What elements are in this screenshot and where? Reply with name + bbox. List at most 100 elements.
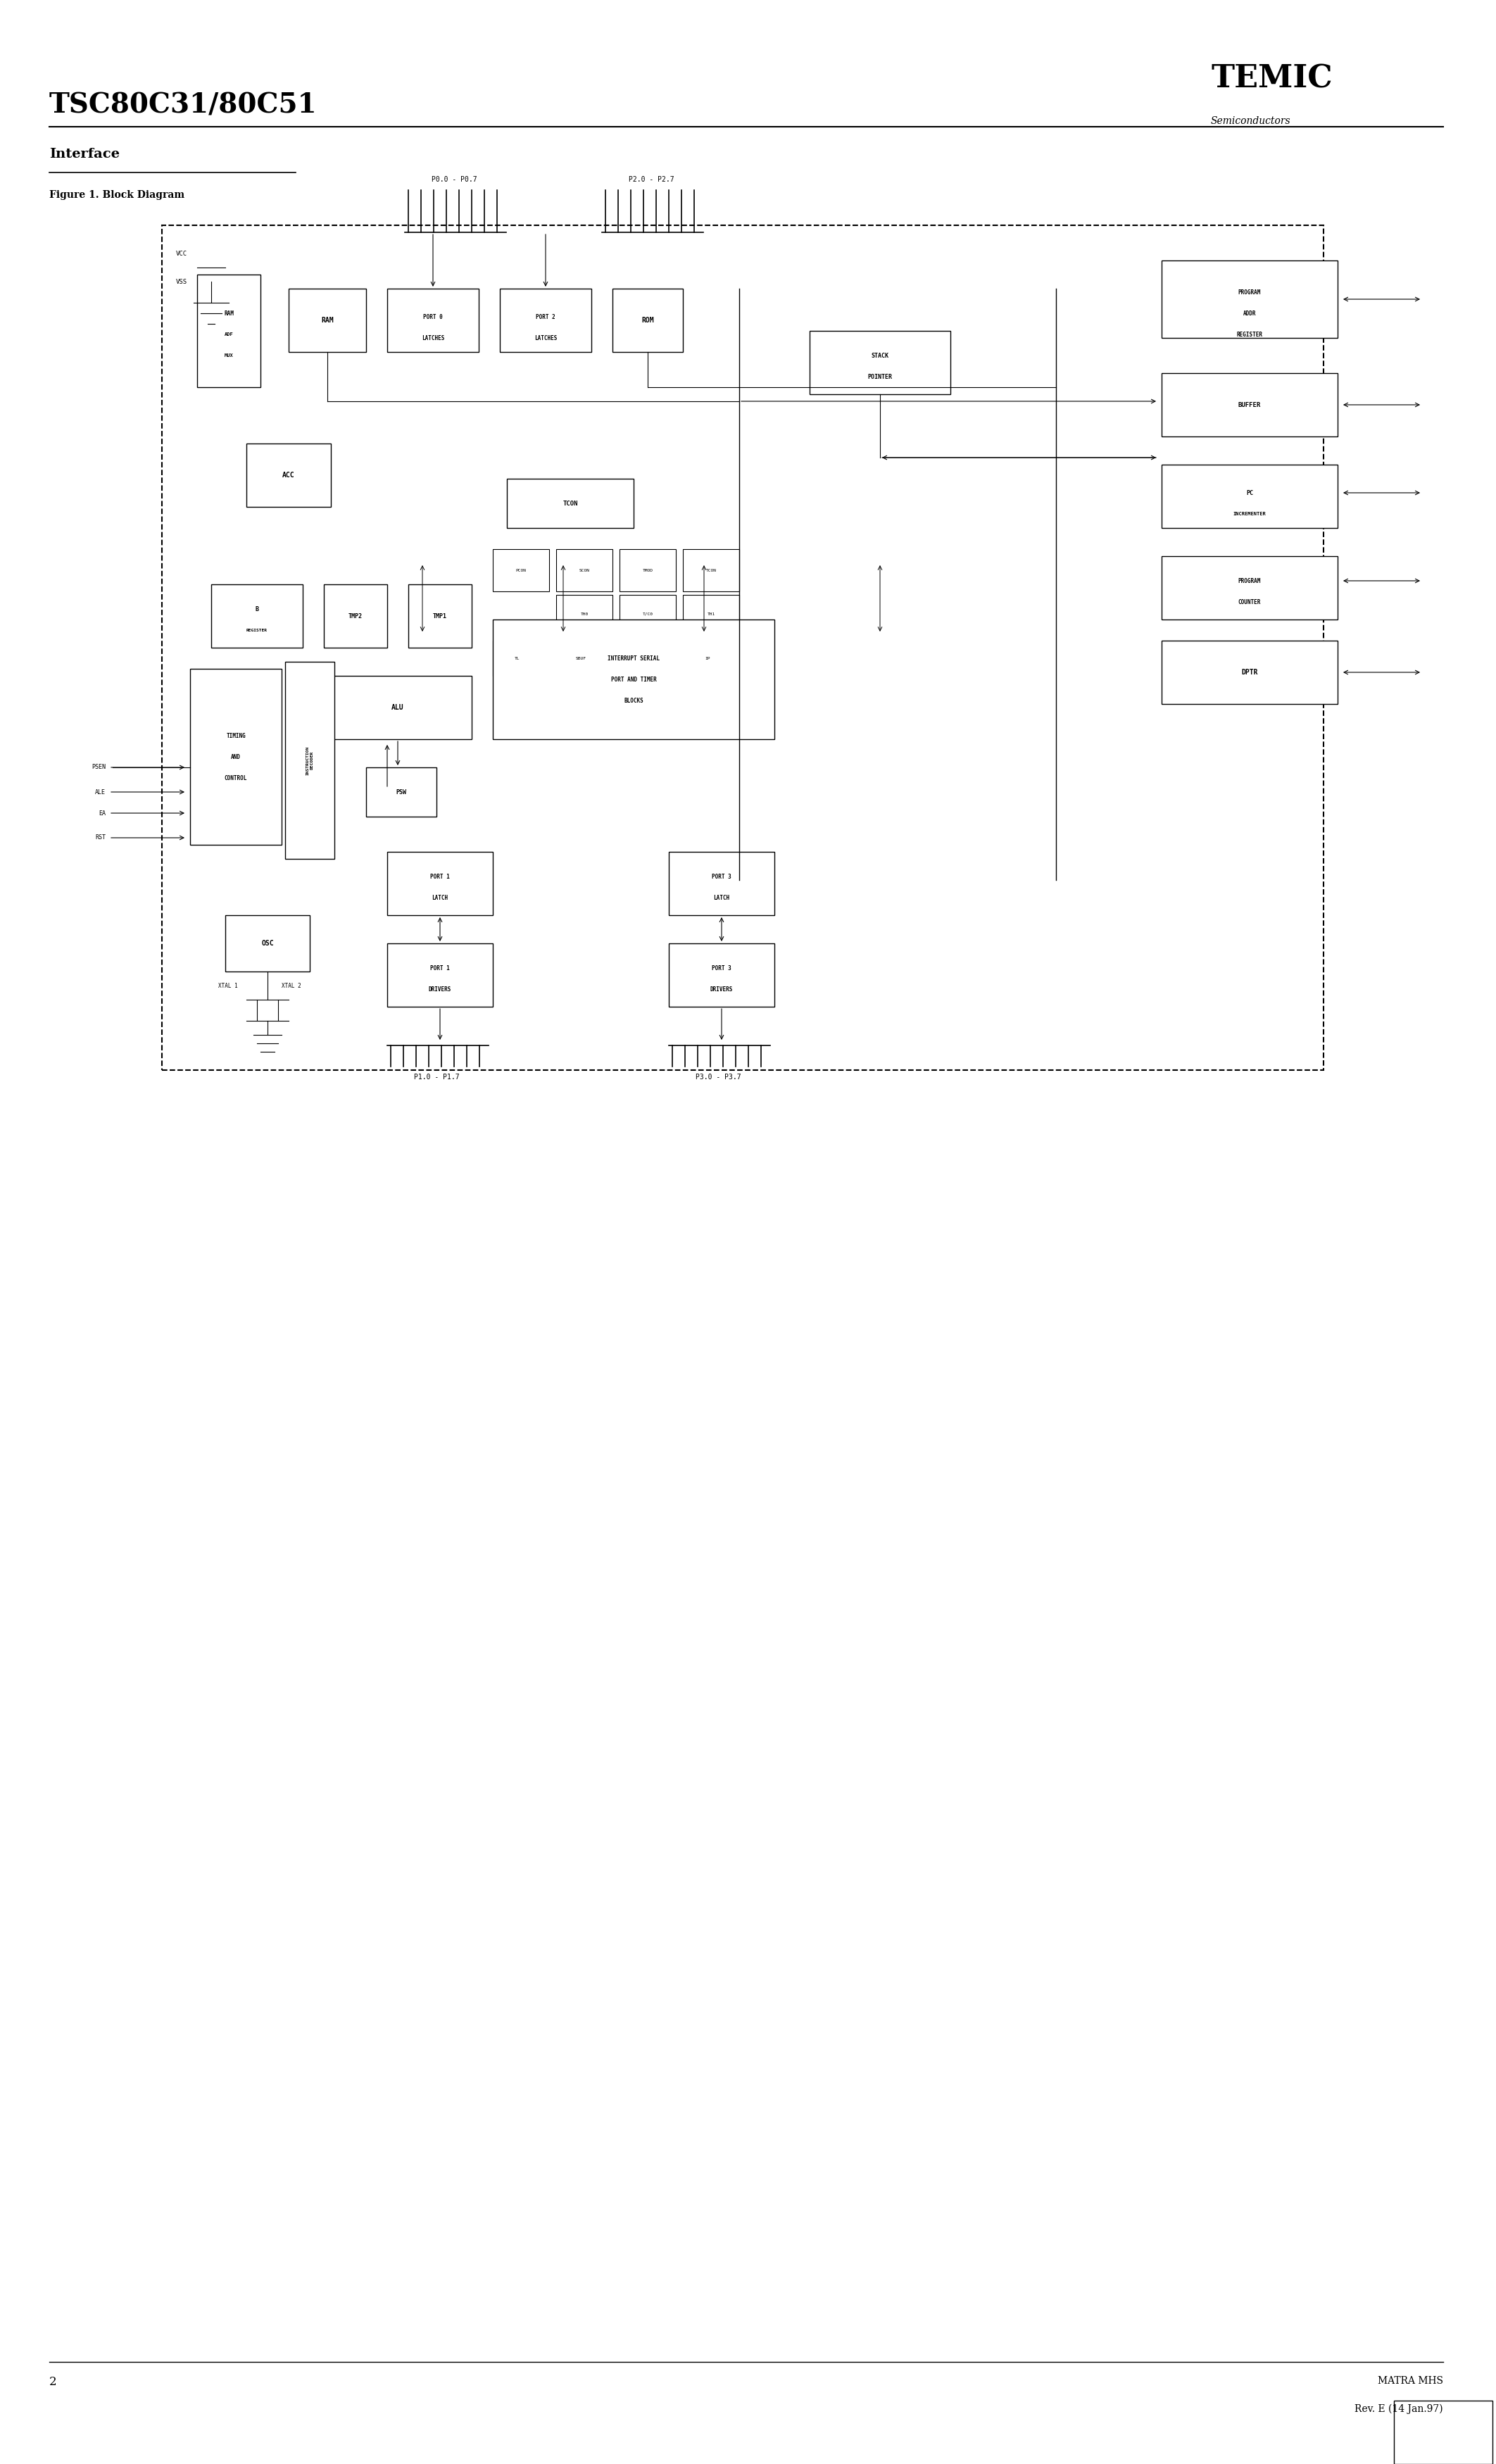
- Bar: [682, 594, 739, 633]
- Text: PROGRAM: PROGRAM: [1239, 577, 1261, 584]
- Text: LATCH: LATCH: [432, 894, 449, 902]
- Text: ALU: ALU: [392, 705, 404, 712]
- Text: SCON: SCON: [579, 569, 589, 572]
- Text: BUFFER: BUFFER: [1239, 402, 1261, 409]
- Text: Figure 1. Block Diagram: Figure 1. Block Diagram: [49, 190, 184, 200]
- Bar: [809, 330, 950, 394]
- Bar: [507, 478, 634, 527]
- Bar: [289, 288, 367, 352]
- Bar: [190, 668, 281, 845]
- Text: AND: AND: [230, 754, 241, 759]
- Text: TMP2: TMP2: [349, 614, 362, 618]
- Text: PORT 1: PORT 1: [431, 872, 450, 880]
- Bar: [323, 675, 471, 739]
- Text: XTAL 1: XTAL 1: [218, 983, 238, 988]
- Text: TEMIC: TEMIC: [1210, 64, 1333, 94]
- FancyBboxPatch shape: [162, 224, 1324, 1069]
- Text: PC: PC: [1246, 490, 1254, 495]
- Text: SBUF: SBUF: [576, 655, 586, 660]
- Text: LATCHES: LATCHES: [534, 335, 557, 340]
- Bar: [682, 641, 732, 675]
- Bar: [197, 274, 260, 387]
- Text: ROM: ROM: [642, 318, 654, 323]
- Text: TL: TL: [515, 655, 521, 660]
- Text: TCON: TCON: [562, 500, 577, 508]
- Bar: [682, 549, 739, 591]
- Text: MATRA MHS: MATRA MHS: [1378, 2375, 1444, 2385]
- Text: VCC: VCC: [177, 251, 187, 256]
- Text: Interface: Interface: [49, 148, 120, 160]
- Text: INCREMENTER: INCREMENTER: [1233, 513, 1266, 515]
- Text: ALE: ALE: [96, 788, 106, 796]
- Bar: [1394, 2400, 1493, 2464]
- Bar: [211, 584, 302, 648]
- Bar: [247, 444, 331, 508]
- Bar: [367, 766, 437, 816]
- Text: ADDR: ADDR: [1243, 310, 1257, 315]
- Text: PROGRAM: PROGRAM: [1239, 288, 1261, 296]
- Text: TIMING: TIMING: [226, 732, 245, 739]
- Text: INSTRUCTION
DECODER: INSTRUCTION DECODER: [307, 747, 314, 774]
- Text: TSC80C31/80C51: TSC80C31/80C51: [49, 91, 317, 118]
- Bar: [557, 549, 612, 591]
- Bar: [1161, 641, 1337, 705]
- Text: PSW: PSW: [396, 788, 407, 796]
- Text: P2.0 - P2.7: P2.0 - P2.7: [628, 175, 675, 182]
- Text: CONTROL: CONTROL: [224, 774, 247, 781]
- Bar: [492, 641, 542, 675]
- Text: POINTER: POINTER: [868, 375, 892, 379]
- Text: DRIVERS: DRIVERS: [711, 986, 733, 993]
- Text: PORT 3: PORT 3: [712, 966, 732, 971]
- Text: VSS: VSS: [177, 278, 187, 286]
- Text: PORT 3: PORT 3: [712, 872, 732, 880]
- Text: TH1: TH1: [708, 611, 715, 616]
- Bar: [612, 288, 682, 352]
- Text: ACC: ACC: [283, 471, 295, 478]
- Bar: [557, 641, 606, 675]
- Bar: [492, 618, 775, 739]
- Text: IP: IP: [705, 655, 711, 660]
- Text: P1.0 - P1.7: P1.0 - P1.7: [414, 1074, 459, 1082]
- Text: PCON: PCON: [516, 569, 527, 572]
- Bar: [1161, 372, 1337, 436]
- Bar: [387, 288, 479, 352]
- Text: PORT 2: PORT 2: [536, 313, 555, 320]
- Bar: [408, 584, 471, 648]
- Text: PSEN: PSEN: [91, 764, 106, 771]
- Text: Semiconductors: Semiconductors: [1210, 116, 1291, 126]
- Text: PORT AND TIMER: PORT AND TIMER: [610, 675, 657, 683]
- Bar: [1161, 466, 1337, 527]
- Text: XTAL 2: XTAL 2: [281, 983, 301, 988]
- Bar: [1161, 557, 1337, 618]
- Text: REGISTER: REGISTER: [247, 628, 268, 631]
- Text: OSC: OSC: [262, 939, 274, 946]
- Text: TCON: TCON: [706, 569, 717, 572]
- Text: PORT 0: PORT 0: [423, 313, 443, 320]
- Text: P3.0 - P3.7: P3.0 - P3.7: [696, 1074, 741, 1082]
- Text: MUX: MUX: [224, 352, 233, 357]
- Bar: [669, 944, 775, 1008]
- Text: TH0: TH0: [580, 611, 588, 616]
- Text: BLOCKS: BLOCKS: [624, 697, 643, 705]
- Text: ADF: ADF: [224, 333, 233, 338]
- Text: PORT 1: PORT 1: [431, 966, 450, 971]
- Text: LATCH: LATCH: [714, 894, 730, 902]
- Bar: [619, 549, 676, 591]
- Text: RAM: RAM: [322, 318, 334, 323]
- Text: Rev. E (14 Jan.97): Rev. E (14 Jan.97): [1355, 2405, 1444, 2415]
- Text: DPTR: DPTR: [1242, 668, 1258, 675]
- Bar: [619, 594, 676, 633]
- Bar: [1161, 261, 1337, 338]
- Text: 2: 2: [49, 2375, 57, 2388]
- Text: B: B: [256, 606, 259, 611]
- Text: DRIVERS: DRIVERS: [429, 986, 452, 993]
- Text: TMP1: TMP1: [432, 614, 447, 618]
- Bar: [323, 584, 387, 648]
- Bar: [226, 914, 310, 971]
- Text: INTERRUPT SERIAL: INTERRUPT SERIAL: [607, 655, 660, 660]
- Text: TMOD: TMOD: [642, 569, 652, 572]
- Bar: [286, 663, 335, 860]
- Bar: [500, 288, 591, 352]
- Text: P0.0 - P0.7: P0.0 - P0.7: [431, 175, 477, 182]
- Bar: [669, 853, 775, 914]
